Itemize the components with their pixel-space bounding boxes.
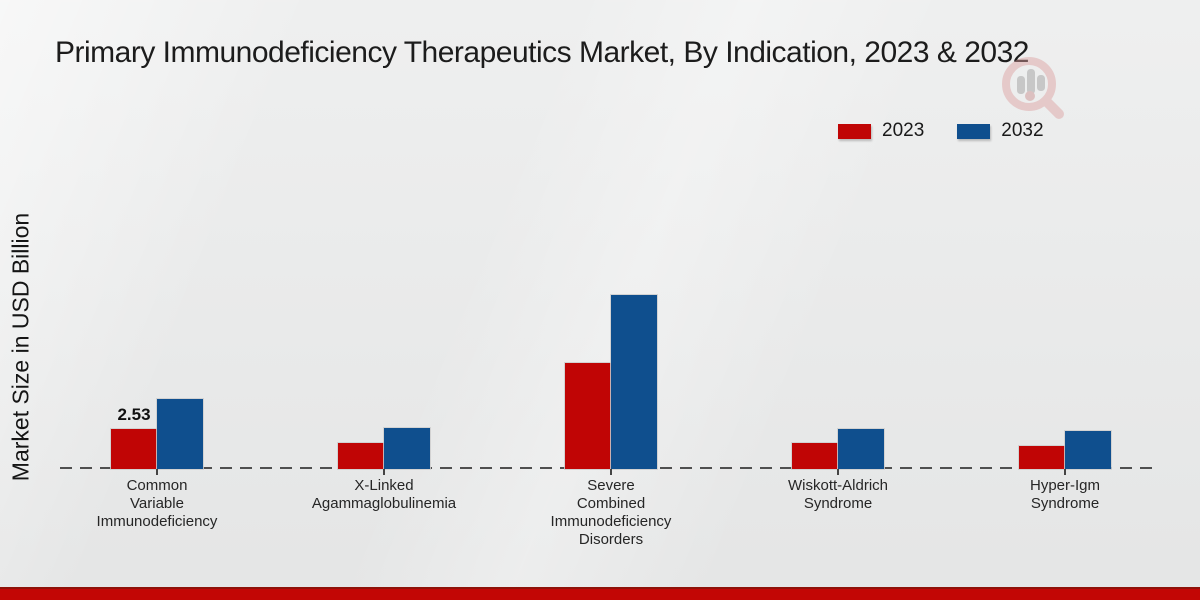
bar-2023-category-3	[792, 443, 838, 469]
legend-item-2032: 2032	[957, 120, 1044, 142]
x-axis-tick	[156, 469, 158, 475]
bar-2023-category-2	[565, 363, 611, 469]
bar-2032-category-0	[157, 399, 203, 469]
legend-swatch-2032	[957, 123, 991, 139]
category-label: Hyper-Igm Syndrome	[1029, 477, 1100, 512]
legend-label-2032: 2032	[1001, 120, 1044, 141]
bar-2032-category-3	[838, 429, 884, 469]
category-label: Common Variable Immunodeficiency	[96, 477, 218, 530]
category-label: Wiskott-Aldrich Syndrome	[787, 477, 888, 512]
legend: 2023 2032	[838, 120, 1044, 142]
bar-2023-category-0	[111, 429, 157, 469]
category-label: X-Linked Agammaglobulinemia	[311, 477, 457, 512]
bar-2023-category-1	[338, 443, 384, 469]
magnifier-bar-chart-logo-icon	[996, 56, 1078, 127]
x-axis-tick	[610, 469, 612, 475]
bar-2023-category-4	[1019, 446, 1065, 469]
footer-red-bar	[0, 587, 1200, 600]
legend-item-2023: 2023	[838, 120, 924, 142]
bar-2032-category-1	[384, 428, 430, 469]
legend-label-2023: 2023	[882, 120, 925, 141]
x-axis-tick	[383, 469, 385, 475]
bar-2032-category-4	[1065, 431, 1111, 469]
x-axis-tick	[837, 469, 839, 475]
category-label: Severe Combined Immunodeficiency Disorders	[550, 477, 672, 548]
x-axis-tick	[1064, 469, 1066, 475]
chart-title: Primary Immunodeficiency Therapeutics Ma…	[55, 36, 1029, 69]
bar-value-label: 2.53	[117, 405, 151, 424]
bar-2032-category-2	[611, 295, 657, 469]
legend-swatch-2023	[838, 123, 871, 139]
